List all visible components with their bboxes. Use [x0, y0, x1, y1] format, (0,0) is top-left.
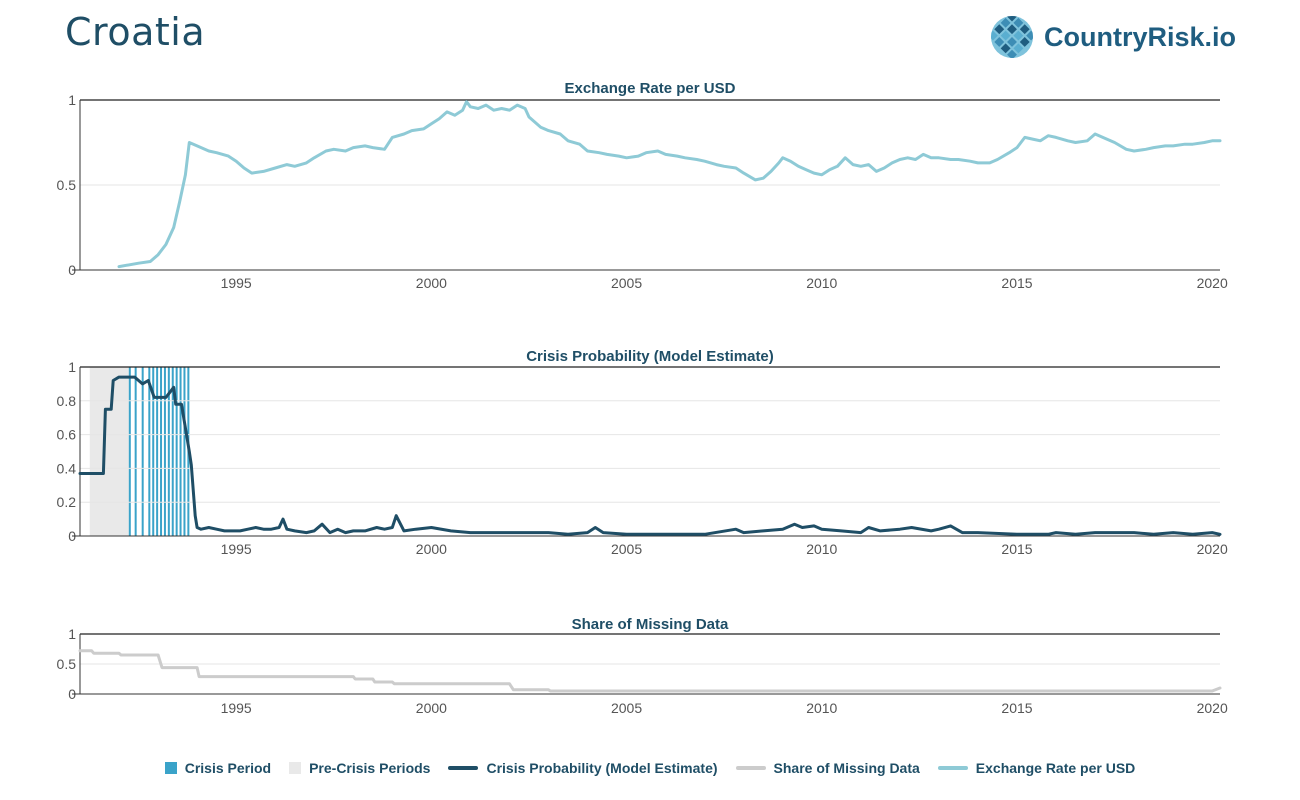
x-tick-label: 2020 — [1197, 275, 1228, 291]
x-tick-label: 2010 — [806, 700, 837, 716]
panel-title: Exchange Rate per USD — [565, 80, 736, 97]
legend-swatch — [289, 762, 302, 774]
y-tick-label: 0.6 — [57, 427, 77, 443]
crisis-period-band — [183, 367, 186, 536]
series-line-missing — [78, 649, 1222, 693]
legend-label: Crisis Period — [184, 760, 272, 776]
crisis-period-band — [175, 367, 178, 536]
crisis-period-band — [148, 367, 151, 536]
brand-logo[interactable]: CountryRisk.io — [990, 14, 1236, 60]
legend-label: Crisis Probability (Model Estimate) — [486, 760, 718, 776]
legend-label: Share of Missing Data — [773, 760, 920, 776]
crisis-period-band — [156, 367, 159, 536]
y-tick-label: 0.8 — [57, 393, 77, 409]
legend-swatch — [937, 766, 968, 770]
crisis-period-band — [167, 367, 170, 536]
y-tick-label: 0.2 — [57, 494, 77, 510]
legend-item: Crisis Period — [164, 760, 272, 776]
globe-grid-icon — [991, 16, 1033, 58]
x-tick-label: 2010 — [806, 275, 837, 291]
x-tick-label: 2005 — [611, 700, 642, 716]
crisis-period-band — [160, 367, 163, 536]
page-title: Croatia — [65, 10, 206, 54]
legend-swatch — [448, 766, 479, 770]
y-tick-label: 0.5 — [57, 656, 77, 672]
crisis-period-band — [128, 367, 131, 536]
x-tick-label: 2020 — [1197, 541, 1228, 557]
legend-swatch — [164, 762, 177, 774]
x-tick-label: 2000 — [416, 700, 447, 716]
y-tick-label: 1 — [68, 92, 76, 108]
x-tick-label: 2005 — [611, 541, 642, 557]
crisis-period-band — [171, 367, 174, 536]
x-tick-label: 2015 — [1001, 700, 1032, 716]
crisis-period-band — [152, 367, 155, 536]
legend-swatch — [735, 766, 766, 770]
y-tick-label: 1 — [68, 626, 76, 642]
crisis-period-band — [134, 367, 137, 536]
x-tick-label: 1995 — [221, 275, 252, 291]
legend-label: Pre-Crisis Periods — [309, 760, 431, 776]
crisis-period-band — [179, 367, 182, 536]
x-tick-label: 2000 — [416, 541, 447, 557]
legend-item: Pre-Crisis Periods — [289, 760, 430, 776]
crisis-period-band — [141, 367, 144, 536]
x-tick-label: 2020 — [1197, 700, 1228, 716]
series-line-exchange — [117, 100, 1222, 269]
x-tick-label: 1995 — [221, 541, 252, 557]
y-tick-label: 1 — [68, 359, 76, 375]
crisis-period-band — [163, 367, 166, 536]
y-tick-label: 0.4 — [57, 460, 77, 476]
legend-label: Exchange Rate per USD — [975, 760, 1136, 776]
x-tick-label: 2010 — [806, 541, 837, 557]
legend-item: Crisis Probability (Model Estimate) — [448, 760, 718, 776]
chart-legend: Crisis Period Pre-Crisis Periods Crisis Pr… — [0, 760, 1300, 776]
x-tick-label: 2000 — [416, 275, 447, 291]
legend-item: Share of Missing Data — [735, 760, 920, 776]
pre-crisis-band — [89, 367, 129, 536]
x-tick-label: 2015 — [1001, 275, 1032, 291]
brand-name: CountryRisk.io — [1044, 21, 1237, 52]
series-line-crisis_prob — [78, 375, 1222, 536]
panel-title: Crisis Probability (Model Estimate) — [526, 348, 774, 365]
panel-title: Share of Missing Data — [572, 616, 729, 633]
x-tick-label: 2005 — [611, 275, 642, 291]
y-tick-label: 0.5 — [57, 177, 77, 193]
legend-item: Exchange Rate per USD — [937, 760, 1136, 776]
x-tick-label: 1995 — [221, 700, 252, 716]
x-tick-label: 2015 — [1001, 541, 1032, 557]
